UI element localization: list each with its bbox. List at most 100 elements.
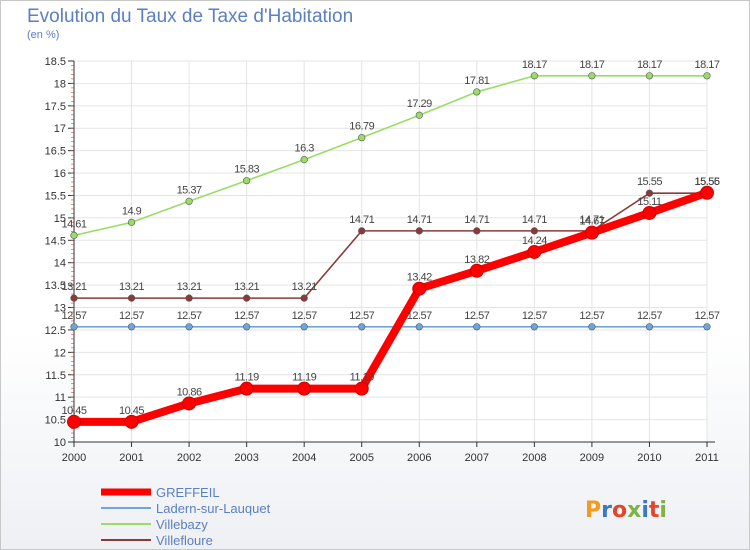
data-point [530,72,538,80]
data-point [358,323,366,331]
data-point [530,323,538,331]
data-label: 14.24 [522,235,547,247]
data-label: 14.71 [522,214,547,226]
data-point [473,323,481,331]
data-point [182,396,197,411]
data-label: 12.57 [694,310,719,322]
data-label: 12.57 [637,310,662,322]
y-tick-label: 18 [54,78,66,90]
legend-label: Villebazy [156,517,208,532]
y-tick-label: 12.5 [45,325,66,337]
data-label: 12.57 [292,310,317,322]
data-point [588,323,596,331]
data-point [300,294,308,302]
data-label: 15.83 [234,164,259,176]
data-point [415,111,423,119]
data-point [124,414,139,429]
legend-label: Villefloure [156,533,213,548]
data-label: 13.21 [177,281,202,293]
y-tick-label: 16 [54,168,66,180]
data-point [358,227,366,235]
data-label: 14.71 [407,214,432,226]
x-tick-label: 2011 [695,452,719,464]
x-tick-label: 2009 [580,452,604,464]
unit-label: (en %) [27,29,60,41]
y-tick-label: 13 [54,303,66,315]
data-point [415,323,423,331]
data-label: 14.61 [61,218,86,230]
data-label: 16.79 [349,121,374,133]
y-tick-label: 17 [54,123,66,135]
data-label: 13.21 [119,281,144,293]
y-tick-label: 10 [54,437,66,449]
y-tick-label: 11 [55,392,66,404]
data-label: 10.45 [61,405,86,417]
data-label: 13.21 [292,281,317,293]
series-line-greffeil [70,188,711,426]
data-label: 18.17 [579,59,604,71]
data-point [358,134,366,142]
data-label: 17.81 [464,75,489,87]
y-tick-label: 11.5 [45,370,66,382]
data-label: 14.71 [579,214,604,226]
data-label: 13.21 [61,281,86,293]
data-label: 14.71 [464,214,489,226]
data-label: 12.57 [407,310,432,322]
data-point [415,227,423,235]
y-tick-label: 17.5 [45,101,66,113]
data-point [642,205,657,220]
plot-area [74,61,707,442]
data-label: 12.57 [177,310,202,322]
data-point [243,177,251,185]
y-tick-label: 18.5 [45,56,66,68]
x-tick-label: 2003 [234,452,258,464]
data-point [70,323,78,331]
data-point [70,231,78,239]
x-tick-label: 2007 [465,452,489,464]
data-point [645,323,654,331]
y-tick-label: 12 [54,347,66,359]
data-point [645,189,654,197]
data-label: 13.82 [464,254,489,266]
data-label: 18.17 [637,59,662,71]
data-label: 12.57 [522,310,547,322]
data-point [127,294,136,302]
data-label: 10.45 [119,405,144,417]
data-label: 15.55 [694,176,719,188]
data-label: 15.11 [637,196,662,208]
data-point [67,414,81,429]
data-point [297,381,312,396]
x-tick-label: 2008 [522,452,546,464]
data-label: 17.29 [407,98,432,110]
data-label: 15.55 [637,176,662,188]
y-tick-label: 16.5 [45,146,66,158]
data-point [127,218,136,226]
x-tick-label: 2002 [177,452,201,464]
data-label: 12.57 [464,310,489,322]
x-tick-label: 2005 [349,452,373,464]
data-label: 13.21 [234,281,259,293]
data-point [703,323,711,331]
data-label: 13.42 [407,272,432,284]
data-point [70,294,78,302]
data-label: 18.17 [522,59,547,71]
data-label: 14.67 [579,216,604,228]
data-point [588,72,596,80]
data-point [527,244,542,259]
data-label: 12.57 [61,310,86,322]
data-label: 12.57 [234,310,259,322]
legend-label: Ladern-sur-Lauquet [156,501,271,516]
data-label: 12.57 [579,310,604,322]
y-tick-label: 15 [54,213,66,225]
legend-label: GREFFEIL [156,485,220,500]
data-point [127,323,136,331]
series-line-villefloure [73,192,708,299]
data-point [645,72,654,80]
data-point [703,72,711,80]
data-point [469,263,484,278]
data-point [300,323,308,331]
data-point [239,381,254,396]
y-tick-label: 15.5 [45,190,66,202]
data-label: 12.57 [119,310,144,322]
